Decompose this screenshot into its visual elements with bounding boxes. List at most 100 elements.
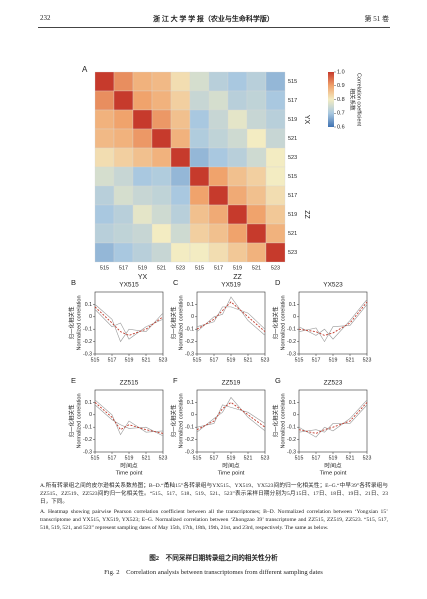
row-tick-label: 519 — [288, 117, 297, 123]
heatmap-cell — [94, 223, 115, 244]
heatmap-cell — [265, 185, 286, 206]
col-tick-label: 523 — [176, 265, 185, 271]
y-axis-label: Normalized correlation — [76, 295, 82, 350]
panel-label: D — [275, 278, 281, 287]
heatmap-cell — [170, 90, 191, 111]
row-tick-label: 519 — [288, 212, 297, 218]
y-tick-label: 0.1 — [289, 302, 296, 308]
x-tick-label: 519 — [227, 357, 236, 363]
y-tick-label: -0.2 — [287, 339, 296, 345]
heatmap-cell — [113, 204, 134, 225]
series-line — [94, 309, 164, 340]
heatmap-cell — [189, 166, 210, 187]
y-axis-label: 归一化相关性 — [67, 404, 75, 438]
row-tick-label: 517 — [288, 98, 297, 104]
heatmap-cell — [189, 90, 210, 111]
x-tick-label: 515 — [193, 455, 202, 461]
heatmap-cell — [246, 166, 267, 187]
heatmap-cell — [151, 185, 172, 206]
col-tick-label: 521 — [252, 265, 261, 271]
y-tick-label: -0.1 — [185, 425, 194, 431]
x-tick-label: 515 — [91, 357, 100, 363]
y-axis-label: Normalized correlation — [76, 393, 82, 448]
heatmap-cell — [265, 242, 286, 263]
y-axis-label: 归一化相关性 — [271, 404, 279, 438]
x-tick-label: 515 — [295, 455, 304, 461]
y-tick-label: -0.1 — [83, 425, 92, 431]
heatmap-cell — [132, 223, 153, 244]
heatmap-cell — [170, 71, 191, 92]
colorbar-title: Correlation coefficient — [356, 73, 362, 127]
heatmap-cell — [208, 242, 229, 263]
row-tick-label: 515 — [288, 79, 297, 85]
series-line — [196, 306, 266, 330]
heatmap-cell — [227, 185, 248, 206]
heatmap-cell — [246, 109, 267, 130]
panel-title: ZZ519 — [222, 380, 241, 387]
x-axis-label: Time point — [218, 471, 245, 477]
y-tick-label: 0 — [293, 412, 296, 418]
y-tick-label: 0.1 — [187, 400, 194, 406]
series-line — [94, 304, 164, 343]
heatmap-cell — [189, 204, 210, 225]
heatmap-cell — [265, 166, 286, 187]
heatmap-cell — [246, 185, 267, 206]
panel-label: C — [173, 278, 179, 287]
heatmap-cell — [132, 204, 153, 225]
colorbar — [328, 72, 334, 127]
row-tick-label: 521 — [288, 136, 297, 142]
colorbar-tick-label: 0.8 — [337, 97, 345, 103]
x-axis-label: Time point — [116, 471, 143, 477]
heatmap-cell — [151, 166, 172, 187]
heatmap-cell — [208, 204, 229, 225]
x-tick-label: 517 — [108, 455, 117, 461]
x-tick-label: 517 — [312, 357, 321, 363]
heatmap-cell — [113, 166, 134, 187]
row-tick-label: 521 — [288, 231, 297, 237]
x-tick-label: 523 — [159, 455, 168, 461]
heatmap-cell — [189, 223, 210, 244]
heatmap-cell — [132, 166, 153, 187]
series-line — [298, 402, 368, 434]
heatmap-cell — [208, 128, 229, 149]
heatmap-cell — [265, 128, 286, 149]
x-tick-label: 523 — [363, 357, 372, 363]
x-axis-label: Time point — [320, 471, 347, 477]
y-tick-label: -0.3 — [287, 449, 296, 455]
colorbar-tick-label: 0.7 — [337, 111, 345, 117]
journal-title: 浙 江 大 学 学 报（农业与生命科学版） — [153, 15, 274, 23]
heatmap-cell — [208, 166, 229, 187]
y-axis-label: Normalized correlation — [178, 393, 184, 448]
heatmap-cell — [265, 90, 286, 111]
y-tick-label: -0.1 — [287, 327, 296, 333]
series-line — [196, 404, 266, 428]
heatmap-cell — [113, 185, 134, 206]
heatmap-cell — [208, 71, 229, 92]
heatmap-cell — [265, 147, 286, 168]
series-line — [196, 301, 266, 333]
heatmap-cell — [170, 147, 191, 168]
heatmap-cell — [227, 71, 248, 92]
heatmap-cell — [265, 223, 286, 244]
y-tick-label: 0 — [89, 314, 92, 320]
x-tick-label: 523 — [363, 455, 372, 461]
panel-title: YX523 — [323, 282, 343, 289]
col-tick-label: 521 — [157, 265, 166, 271]
heatmap-cell — [113, 109, 134, 130]
heatmap-cell — [132, 242, 153, 263]
heatmap-cell — [94, 185, 115, 206]
series-line — [94, 404, 164, 437]
y-tick-label: -0.3 — [185, 351, 194, 357]
y-tick-label: -0.1 — [185, 327, 194, 333]
heatmap-cell — [94, 204, 115, 225]
series-line — [196, 396, 266, 433]
page-number: 232 — [40, 14, 51, 22]
heatmap-cell — [151, 109, 172, 130]
y-axis-label: 归一化相关性 — [271, 306, 279, 340]
x-tick-label: 515 — [193, 357, 202, 363]
caption-note-cn: A.所有转录组之间的皮尔逊相关系数热图；B~D.“甬籼15”各转录组与YX515… — [40, 483, 388, 505]
heatmap-cell — [246, 223, 267, 244]
x-tick-label: 519 — [125, 357, 134, 363]
series-line — [298, 301, 368, 336]
x-tick-label: 523 — [159, 357, 168, 363]
